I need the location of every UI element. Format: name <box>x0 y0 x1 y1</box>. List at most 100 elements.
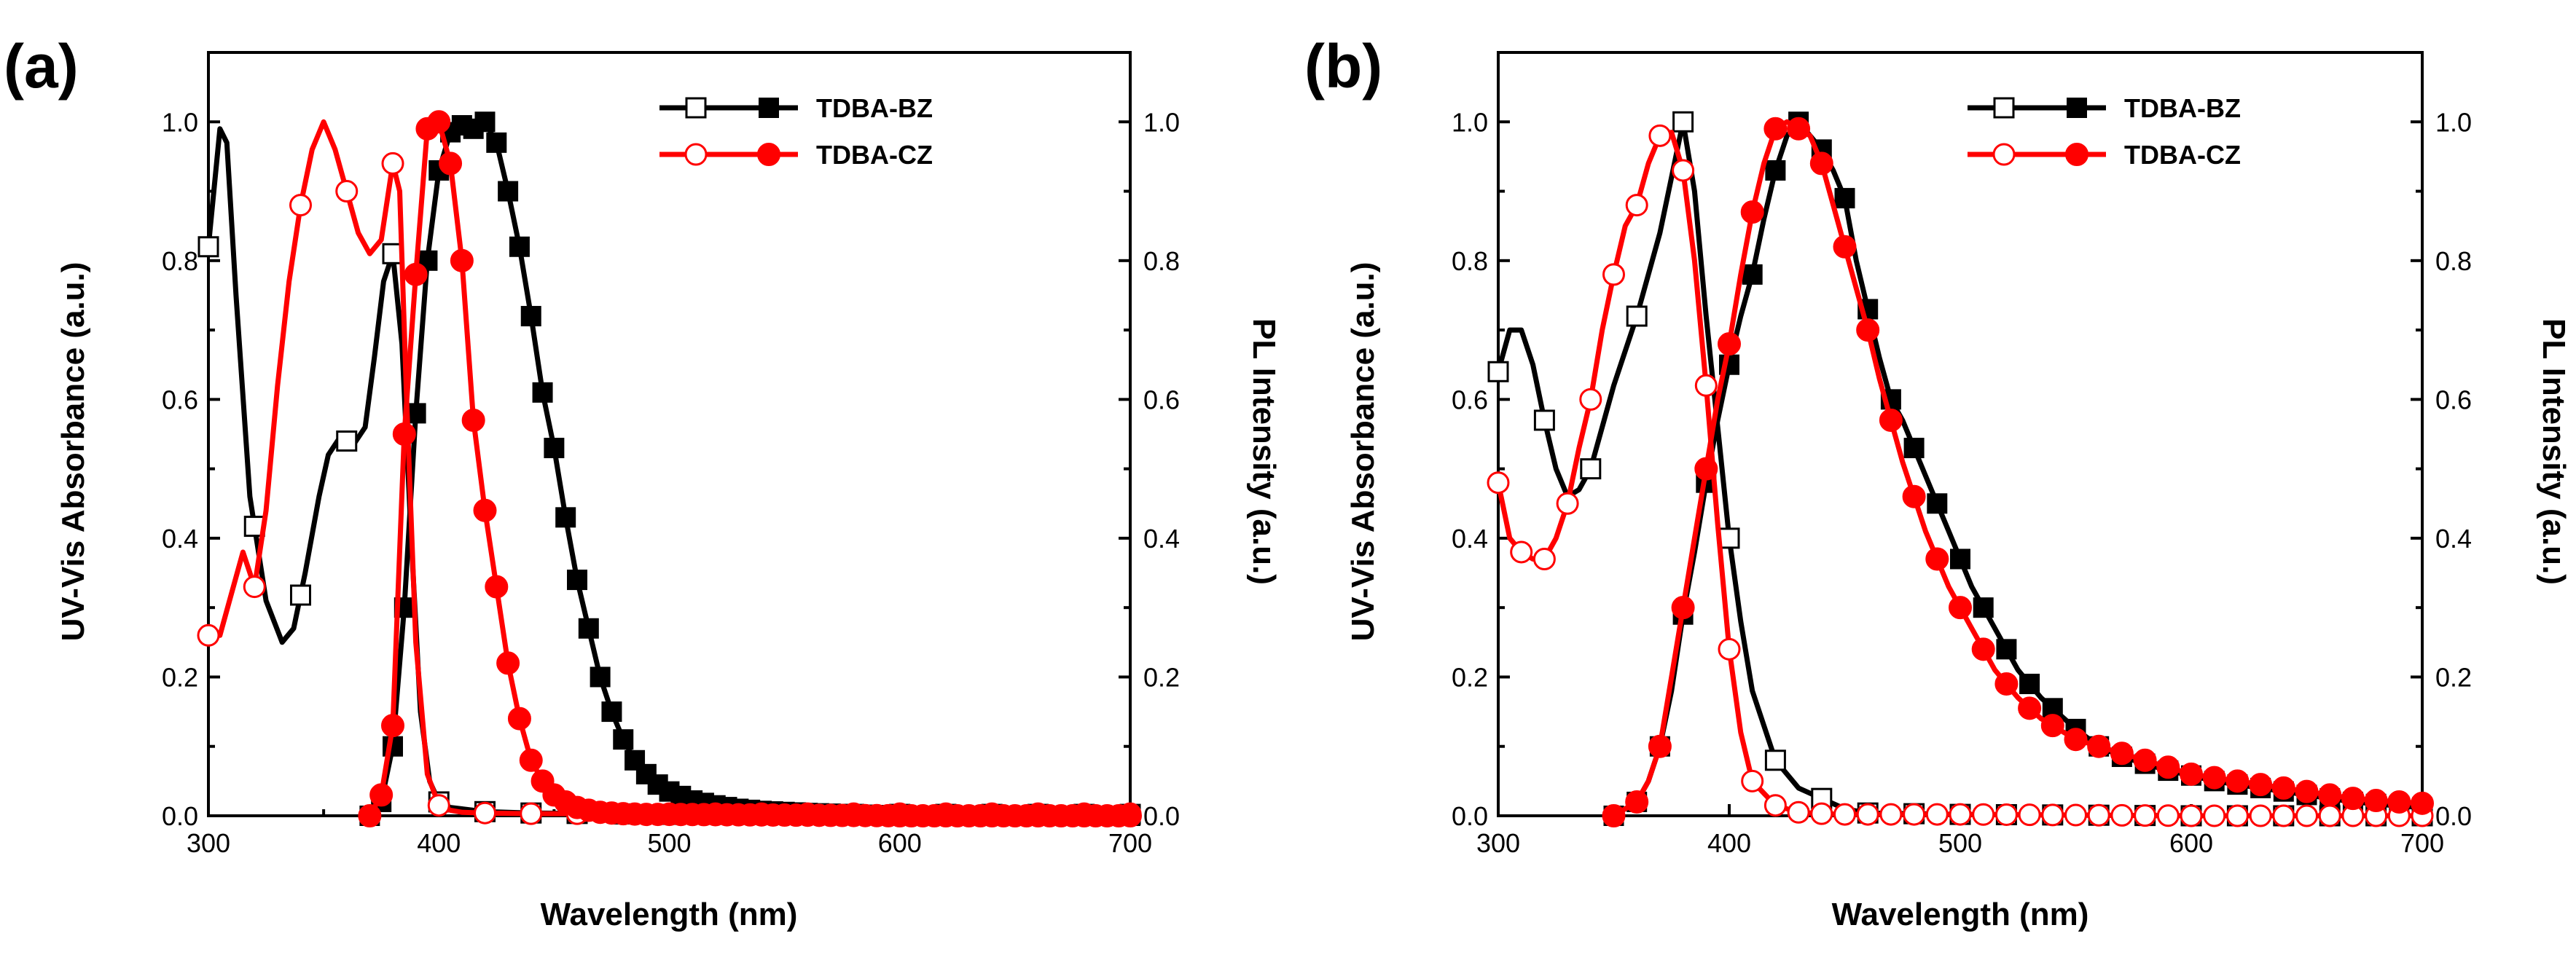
x-axis-label: Wavelength (nm) <box>1832 897 2089 932</box>
y-tick-label-right: 1.0 <box>1143 107 1180 137</box>
series-line <box>367 119 1133 819</box>
data-point <box>2087 734 2111 758</box>
data-point <box>1487 471 1510 495</box>
y-axis-label-left: UV-Vis Absorbance (a.u.) <box>1345 262 1381 642</box>
data-point <box>1579 387 1602 411</box>
data-point <box>461 408 485 432</box>
y-tick-label-left: 0.4 <box>1452 524 1488 554</box>
data-point <box>2134 804 2157 827</box>
data-point <box>1927 493 1948 514</box>
data-point <box>1510 540 1533 564</box>
legend-marker-open <box>685 97 707 119</box>
y-axis-label-right: PL Intensity (a.u.) <box>2536 318 2572 585</box>
data-point <box>520 306 541 327</box>
data-point <box>1672 159 1695 182</box>
data-point <box>2341 787 2365 811</box>
data-point <box>336 430 358 452</box>
series-tdba-bz-absorbance <box>197 126 1141 825</box>
series-line <box>1611 119 2425 819</box>
data-point <box>2249 804 2272 827</box>
data-point <box>509 236 530 257</box>
series-line <box>205 119 1133 817</box>
data-point <box>335 180 359 203</box>
data-point <box>474 111 496 133</box>
data-point <box>507 707 531 731</box>
data-point <box>635 763 657 784</box>
data-point <box>1718 332 1741 356</box>
data-point <box>496 651 520 675</box>
data-point <box>1487 361 1509 382</box>
y-tick-label-left: 0.8 <box>1452 246 1488 276</box>
data-point <box>1672 111 1694 133</box>
data-point <box>392 422 416 446</box>
data-point <box>498 181 519 202</box>
y-tick-label-right: 0.0 <box>1143 801 1180 831</box>
data-point <box>1809 152 1833 176</box>
x-tick-label: 400 <box>1707 828 1751 858</box>
data-point <box>1602 804 1626 827</box>
data-point <box>2064 728 2088 752</box>
data-point <box>2110 803 2134 827</box>
y-tick-label-left: 0.0 <box>1452 801 1488 831</box>
y-axis-label-left: UV-Vis Absorbance (a.u.) <box>55 262 91 642</box>
x-tick-label: 600 <box>878 828 922 858</box>
data-point <box>1580 458 1602 480</box>
y-tick-label-left: 0.6 <box>1452 385 1488 414</box>
data-point <box>1994 672 2019 696</box>
data-point <box>2133 748 2157 772</box>
data-point <box>2225 804 2249 827</box>
legend-marker-filled <box>2067 98 2087 118</box>
data-point <box>1834 188 1855 209</box>
data-point <box>1972 803 1995 826</box>
data-point <box>520 802 543 825</box>
data-point <box>555 507 576 528</box>
data-point <box>2271 776 2295 800</box>
data-point <box>2018 803 2041 827</box>
data-point <box>2064 803 2087 827</box>
data-point <box>544 438 565 459</box>
data-point <box>1879 408 1903 432</box>
legend-label: TDBA-CZ <box>2124 140 2241 170</box>
data-point <box>2249 773 2273 797</box>
legend-marker-open <box>684 143 708 166</box>
legend-marker-open <box>1993 97 2015 119</box>
data-point <box>1625 194 1648 217</box>
y-tick-label-right: 0.8 <box>2435 246 2472 276</box>
data-point <box>290 584 311 606</box>
data-point <box>289 194 312 217</box>
series-line <box>205 126 1133 817</box>
series-line <box>1495 119 2425 819</box>
data-point <box>1950 548 1970 570</box>
legend-marker-filled <box>757 143 780 166</box>
data-point <box>1787 117 1811 141</box>
data-point <box>1925 547 1949 571</box>
data-point <box>2295 779 2319 803</box>
data-point <box>1994 803 2018 826</box>
legend-entry: TDBA-BZ <box>1968 93 2241 123</box>
data-point <box>2202 766 2226 790</box>
y-tick-label-right: 0.2 <box>1143 662 1180 692</box>
x-tick-label: 600 <box>2169 828 2213 858</box>
data-point <box>1879 803 1903 826</box>
y-tick-label-left: 0.0 <box>162 801 198 831</box>
data-point <box>578 618 599 639</box>
data-point <box>2087 803 2110 827</box>
data-point <box>1718 527 1740 549</box>
data-point <box>2318 783 2342 807</box>
data-point <box>243 575 266 599</box>
data-point <box>427 110 451 134</box>
data-point <box>2411 791 2434 815</box>
x-tick-label: 700 <box>2400 828 2444 858</box>
data-point <box>1119 804 1142 827</box>
y-tick-label-left: 1.0 <box>162 107 198 137</box>
data-point <box>1903 438 1925 459</box>
data-point <box>2364 789 2388 813</box>
data-point <box>417 250 438 271</box>
data-point <box>1810 802 1833 825</box>
data-point <box>1973 597 1994 618</box>
y-tick-label-right: 1.0 <box>2435 107 2472 137</box>
data-point <box>1740 200 1764 224</box>
data-point <box>1949 596 1972 620</box>
y-axis-label-right: PL Intensity (a.u.) <box>1246 318 1282 585</box>
